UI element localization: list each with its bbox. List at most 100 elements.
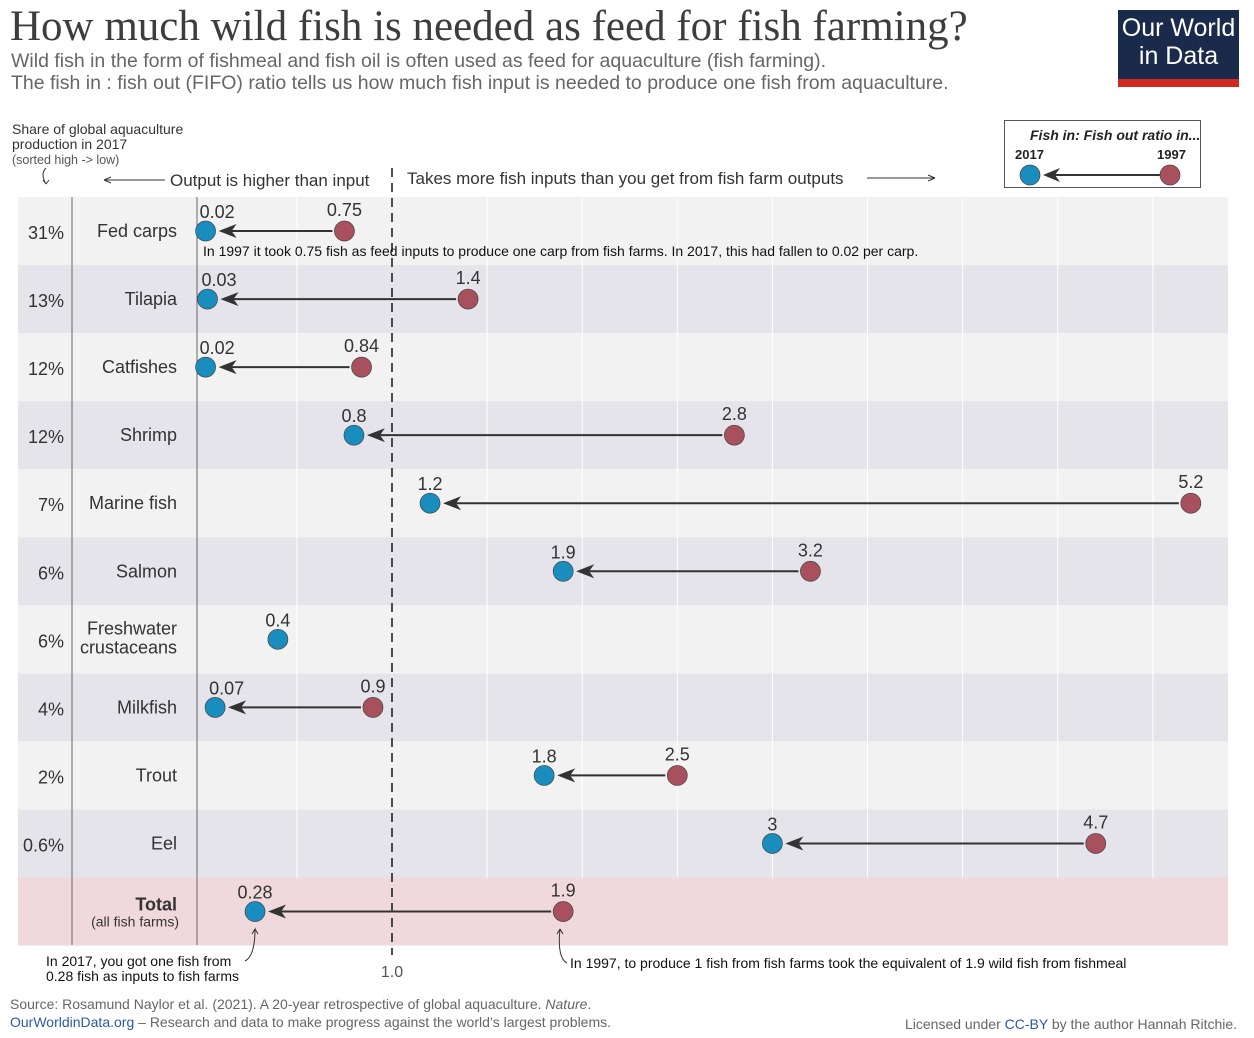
legend-1997: 1997 <box>1157 147 1186 162</box>
legend-dot-1997 <box>1159 164 1181 186</box>
dot-2017 <box>419 492 441 514</box>
logo-line-1: Our World <box>1121 14 1236 42</box>
value-label-1997: 4.7 <box>1083 812 1108 832</box>
left-arrowhead-icon <box>103 176 112 184</box>
arrowhead-icon <box>218 224 237 239</box>
value-label-1997: 5.2 <box>1178 472 1203 492</box>
source-end: . <box>587 996 592 1012</box>
carp-annotation: In 1997 it took 0.75 fish as feed inputs… <box>203 243 918 259</box>
row-share: 7% <box>38 495 64 515</box>
dot-1997 <box>457 288 479 310</box>
value-label-1997: 0.9 <box>360 676 385 696</box>
license-post: by the author Hannah Ritchie. <box>1047 1016 1238 1032</box>
dot-2017 <box>195 220 216 242</box>
row-band <box>18 877 1228 946</box>
value-label-2017: 0.4 <box>265 610 290 630</box>
site-link[interactable]: OurWorldinData.org <box>10 1014 135 1030</box>
row-share: 12% <box>28 359 64 379</box>
dot-2017 <box>204 697 226 718</box>
row-share: 2% <box>38 767 64 787</box>
source-note: Source: Rosamund Naylor et al. (2021). A… <box>10 996 591 1012</box>
row-label: Eel <box>151 833 177 853</box>
dot-2017 <box>197 288 218 310</box>
annotation-arrow-icon <box>556 928 568 964</box>
site-line: OurWorldinData.org – Research and data t… <box>10 1014 611 1030</box>
arrowhead-icon <box>220 292 239 307</box>
value-label-2017: 0.02 <box>200 338 235 358</box>
value-label-1997: 2.8 <box>722 404 747 424</box>
value-label-1997: 1.4 <box>456 268 481 288</box>
dot-1997 <box>1180 492 1202 514</box>
row-label: Trout <box>136 765 177 785</box>
row-share: 13% <box>28 291 64 311</box>
legend: Fish in: Fish out ratio in... 2017 1997 <box>1004 120 1201 188</box>
owid-logo[interactable]: Our World in Data <box>1118 10 1239 87</box>
dot-1997 <box>552 901 574 922</box>
dot-2017 <box>533 765 555 786</box>
license-line: Licensed under CC-BY by the author Hanna… <box>905 1016 1237 1032</box>
value-label-2017: 1.9 <box>551 542 576 562</box>
value-label-1997: 0.84 <box>344 336 379 356</box>
share-arrow-icon <box>42 167 50 185</box>
value-label-1997: 2.5 <box>665 744 690 764</box>
row-label: Tilapia <box>125 289 178 309</box>
dot-1997 <box>334 220 355 242</box>
reference-label: 1.0 <box>381 964 403 981</box>
dot-2017 <box>343 424 365 446</box>
dot-2017 <box>244 901 266 922</box>
right-arrowhead-icon <box>927 174 936 182</box>
row-sublabel: (all fish farms) <box>91 914 179 930</box>
row-band <box>18 265 1228 334</box>
value-label-2017: 3 <box>767 814 777 834</box>
value-label-2017: 0.28 <box>238 883 273 903</box>
legend-title: Fish in: Fish out ratio in... <box>1030 127 1201 143</box>
arrowhead-icon <box>218 360 237 375</box>
value-label-2017: 0.02 <box>200 202 235 222</box>
row-share: 0.6% <box>23 835 64 855</box>
legend-arrowhead <box>1043 168 1060 182</box>
row-label: Total <box>135 895 177 915</box>
row-label: Shrimp <box>120 425 177 445</box>
total-2017-annotation: In 2017, you got one fish from <box>46 953 231 969</box>
value-label-1997: 0.75 <box>327 200 362 220</box>
dot-2017 <box>762 833 783 854</box>
arrowhead-icon <box>576 564 595 579</box>
value-label-2017: 0.8 <box>341 406 366 426</box>
dot-1997 <box>362 697 384 718</box>
arrowhead-icon <box>443 496 462 511</box>
annotation-arrow-icon <box>244 927 259 962</box>
value-label-2017: 0.07 <box>209 678 244 698</box>
total-2017-annotation-2: 0.28 fish as inputs to fish farms <box>46 968 239 984</box>
right-note: Takes more fish inputs than you get from… <box>407 169 844 188</box>
dot-1997 <box>666 765 688 786</box>
dot-1997 <box>1085 833 1107 854</box>
row-share: 12% <box>28 427 64 447</box>
row-label: Catfishes <box>102 357 177 377</box>
license-pre: Licensed under <box>905 1016 1005 1032</box>
share-note: (sorted high -> low) <box>12 153 119 167</box>
row-band <box>18 605 1228 674</box>
page-title: How much wild fish is needed as feed for… <box>10 3 968 50</box>
row-label: Fed carps <box>97 221 177 241</box>
arrowhead-icon <box>785 836 804 851</box>
arrowhead-icon <box>366 428 385 443</box>
row-band <box>18 673 1228 742</box>
source-journal: Nature <box>545 996 588 1012</box>
tagline: – Research and data to make progress aga… <box>134 1014 612 1030</box>
row-share: 31% <box>28 223 64 243</box>
value-label-1997: 1.9 <box>551 881 576 901</box>
value-label-1997: 3.2 <box>798 540 823 560</box>
license-link[interactable]: CC-BY <box>1004 1016 1048 1032</box>
dot-1997 <box>724 424 745 446</box>
legend-dot-2017 <box>1019 164 1041 186</box>
left-note: Output is higher than input <box>170 171 370 190</box>
arrowhead-icon <box>557 768 576 783</box>
row-label: Freshwater <box>87 618 177 638</box>
row-label-2: crustaceans <box>80 637 177 657</box>
row-label: Milkfish <box>117 697 177 717</box>
row-share: 6% <box>38 563 64 583</box>
dot-2017 <box>552 560 574 582</box>
value-label-2017: 1.2 <box>418 474 443 494</box>
arrowhead-icon <box>268 904 287 919</box>
